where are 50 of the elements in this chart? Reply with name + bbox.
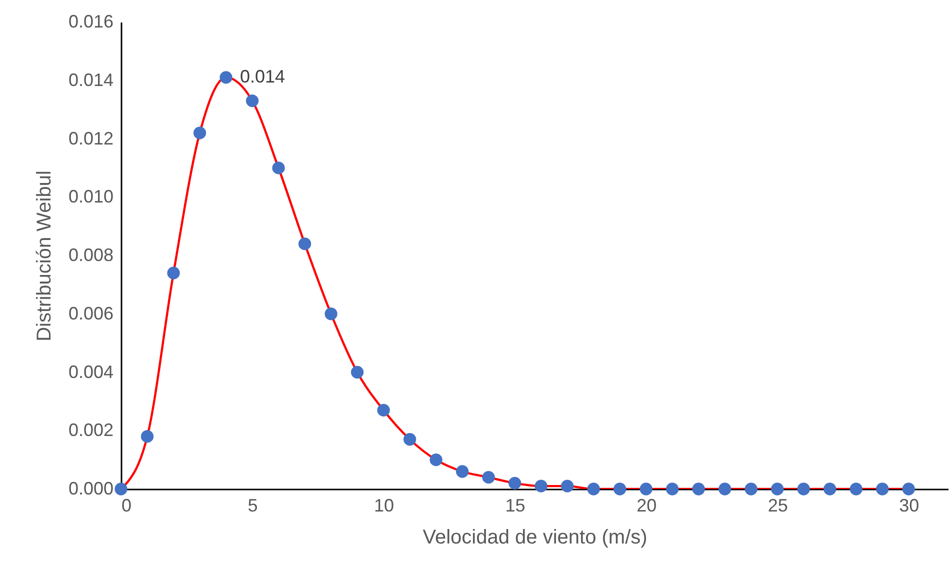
y-tick-label: 0.010 xyxy=(68,186,114,207)
point xyxy=(666,482,679,496)
point xyxy=(534,480,548,492)
point xyxy=(744,482,758,496)
y-tick-label: 0.016 xyxy=(68,12,114,32)
point xyxy=(114,482,128,496)
point xyxy=(797,482,810,496)
point xyxy=(640,482,652,496)
point xyxy=(771,482,784,496)
point xyxy=(324,308,338,320)
point xyxy=(430,454,442,466)
point xyxy=(246,94,259,108)
x-tick-label: 15 xyxy=(505,496,526,516)
point xyxy=(350,366,364,379)
point xyxy=(403,433,416,446)
point xyxy=(272,162,285,174)
point xyxy=(718,482,732,496)
point xyxy=(193,126,206,140)
point xyxy=(560,480,574,492)
point xyxy=(614,482,626,496)
point xyxy=(824,482,836,496)
y-axis-title: Distribución Weibul xyxy=(33,170,56,342)
point xyxy=(587,482,600,496)
x-tick-label: 5 xyxy=(248,496,258,516)
point xyxy=(167,266,180,280)
y-tick-label: 0.004 xyxy=(68,362,114,382)
y-tick-label: 0.014 xyxy=(68,70,114,90)
y-tick-label: 0.006 xyxy=(68,303,114,324)
point xyxy=(482,471,495,484)
point xyxy=(456,465,469,478)
point xyxy=(377,404,390,417)
x-tick-label: 0 xyxy=(122,496,132,516)
annotation: 0.014 xyxy=(240,66,286,86)
y-tick-label: 0.000 xyxy=(68,478,114,498)
point xyxy=(902,482,915,496)
x-tick-label: 20 xyxy=(636,496,657,516)
point xyxy=(298,238,312,250)
x-tick-label: 25 xyxy=(768,496,788,516)
x-axis-title: Velocidad de viento (m/s) xyxy=(422,526,648,548)
x-tick-label: 30 xyxy=(899,496,920,516)
y-tick-label: 0.002 xyxy=(68,420,114,440)
x-tick-label: 10 xyxy=(374,496,394,516)
point xyxy=(220,71,232,84)
point xyxy=(508,476,522,490)
point xyxy=(850,482,862,496)
point xyxy=(140,430,154,443)
y-tick-label: 0.012 xyxy=(68,128,114,148)
point xyxy=(876,482,889,496)
point xyxy=(692,482,705,496)
y-tick-label: 0.008 xyxy=(68,245,114,265)
